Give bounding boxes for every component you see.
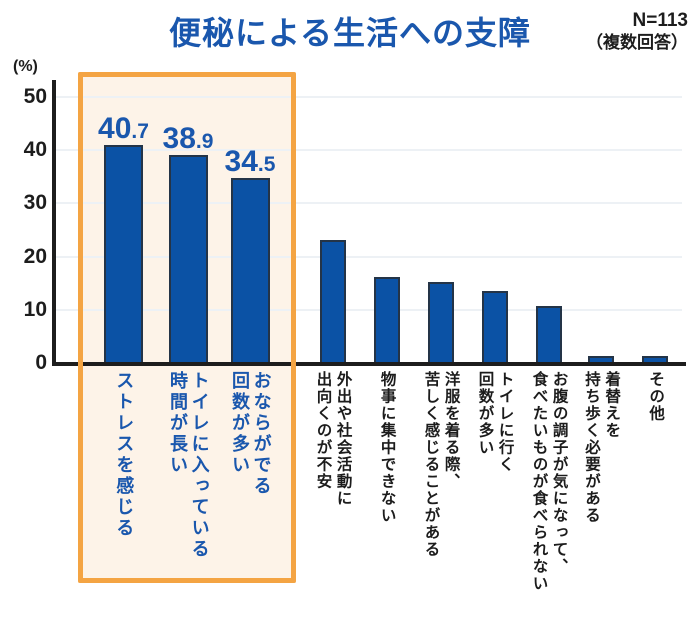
bar-2 bbox=[168, 155, 208, 362]
y-tick-label-10: 10 bbox=[23, 297, 47, 321]
bar-category-label-7: トイレに行く 回数が多い bbox=[476, 371, 514, 473]
gridline-30 bbox=[56, 202, 682, 205]
bar-value-label-2: 38.9 bbox=[163, 123, 214, 160]
bar-6 bbox=[427, 282, 454, 362]
x-axis-line bbox=[52, 362, 686, 366]
y-tick-label-30: 30 bbox=[23, 191, 47, 215]
y-axis-unit-label: (%) bbox=[13, 58, 38, 75]
bar-category-label-10: その他 bbox=[647, 371, 665, 422]
bar-7 bbox=[481, 291, 508, 362]
bar-4 bbox=[319, 240, 346, 362]
gridline-50 bbox=[56, 96, 682, 98]
sample-size-label: N=113 bbox=[632, 10, 688, 31]
gridline-20 bbox=[56, 255, 682, 258]
multiple-answers-note: （複数回答） bbox=[586, 33, 688, 52]
highlight-box-border bbox=[78, 72, 296, 583]
value-decimal-part: .7 bbox=[131, 120, 149, 143]
gridline-40 bbox=[56, 149, 682, 152]
value-integer-part: 40 bbox=[98, 112, 132, 145]
bar-10 bbox=[642, 356, 668, 362]
y-axis-line bbox=[52, 80, 56, 366]
y-tick-label-40: 40 bbox=[23, 138, 47, 162]
bar-category-label-8: お腹の調子が気になって、 食べたいものが食べられない bbox=[530, 371, 568, 592]
bar-value-label-3: 34.5 bbox=[225, 146, 276, 183]
bar-9 bbox=[588, 356, 614, 362]
y-tick-label-20: 20 bbox=[23, 244, 47, 268]
bar-value-label-1: 40.7 bbox=[98, 113, 149, 150]
bar-category-label-6: 洋服を着る際、 苦しく感じることがある bbox=[422, 371, 460, 558]
bar-3 bbox=[230, 178, 270, 362]
value-decimal-part: .5 bbox=[257, 153, 276, 176]
bar-category-label-1: ストレスを感じる bbox=[114, 371, 135, 539]
bar-category-label-4: 外出や社会活動に 出向くのが不安 bbox=[314, 371, 352, 507]
y-tick-label-0: 0 bbox=[35, 351, 47, 374]
bar-5 bbox=[373, 277, 400, 362]
bar-1 bbox=[104, 145, 143, 362]
bar-category-label-3: おならがでる 回数が多い bbox=[230, 371, 272, 497]
value-integer-part: 38 bbox=[162, 122, 196, 155]
value-integer-part: 34 bbox=[224, 145, 258, 178]
gridline-10 bbox=[56, 308, 682, 311]
bar-8 bbox=[535, 306, 562, 362]
bar-category-label-9: 着替えを 持ち歩く必要がある bbox=[583, 371, 621, 524]
value-decimal-part: .9 bbox=[195, 130, 214, 153]
sample-size-block: N=113 （複数回答） bbox=[586, 10, 688, 53]
chart-title: 便秘による生活への支障 bbox=[168, 15, 532, 51]
bar-category-label-5: 物事に集中できない bbox=[378, 371, 396, 524]
bar-category-label-2: トイレに入っている 時間が長い bbox=[168, 371, 210, 560]
y-tick-label-50: 50 bbox=[23, 85, 47, 108]
